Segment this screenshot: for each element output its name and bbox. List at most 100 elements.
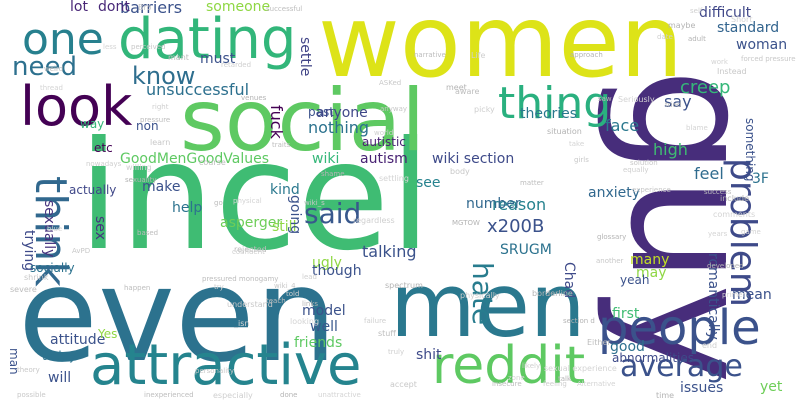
small-word-theory: theory — [17, 366, 40, 374]
small-word-thread: thread — [40, 84, 63, 92]
word-talking: talking — [362, 242, 417, 261]
small-word-situation: situation — [547, 127, 582, 136]
small-word-physical: physical — [233, 197, 262, 205]
word-srugm: SRUGM — [500, 242, 552, 258]
small-word-accept: accept — [390, 380, 417, 389]
small-word-unattractive: unattractive — [318, 391, 361, 399]
word-yet: yet — [760, 379, 783, 395]
small-word-traits: traits — [272, 141, 291, 149]
small-word-narrative: narrative — [414, 51, 446, 59]
word-help: help — [172, 200, 203, 216]
word-standard: standard — [717, 20, 780, 36]
small-word-success: success — [704, 188, 732, 196]
word-etc: etc — [94, 141, 113, 155]
small-word-date: date — [657, 33, 673, 41]
small-word-based: based — [137, 229, 159, 237]
small-word-learn: learn — [150, 138, 171, 147]
small-word-meet: meet — [446, 83, 467, 92]
word-may: may — [636, 265, 667, 281]
small-word-anyway: anyway — [380, 105, 408, 113]
small-word-equally: equally — [623, 166, 649, 174]
small-word-retarded: retarded — [221, 61, 252, 69]
small-word-wiki-4: wiki_4 — [274, 282, 296, 290]
small-word-pressure: pressure — [140, 116, 171, 124]
word-one: one — [22, 14, 104, 65]
small-word-done: done — [280, 391, 298, 399]
word-autism: autism — [360, 151, 408, 167]
word-lot: lot — [70, 0, 88, 15]
word-non: non — [136, 119, 159, 133]
small-word-saw: saw — [598, 95, 612, 103]
word-will: will — [48, 370, 72, 386]
word-abnormalities: abnormalities — [612, 351, 695, 365]
word-woman: woman — [736, 37, 788, 53]
word-someone: someone — [206, 0, 271, 15]
word-anxiety: anxiety — [588, 185, 641, 201]
small-word-either: Either — [587, 338, 611, 347]
small-word-shame: shame — [321, 170, 345, 178]
word-3f: 3F — [752, 171, 769, 187]
small-word-world: world — [374, 129, 394, 137]
word-friends: friends — [294, 335, 343, 351]
word-actually: actually — [69, 183, 117, 197]
word-yeah: yeah — [620, 273, 650, 287]
small-word-blame: blame — [686, 124, 708, 132]
small-word-physically: physically — [460, 291, 500, 300]
word-must: must — [200, 51, 236, 67]
small-word-picky: picky — [474, 105, 495, 114]
small-word-developed: developed — [707, 262, 744, 270]
small-word-severe: severe — [10, 285, 37, 294]
small-word-zone: zone — [508, 374, 525, 382]
word-anyone: anyone — [316, 105, 368, 121]
small-word-matter: matter — [520, 179, 544, 187]
small-word-girls: girls — [574, 156, 589, 164]
small-word-time: time — [656, 391, 675, 400]
word-mean: mean — [732, 287, 772, 303]
small-word-borderline: borderline — [532, 289, 573, 298]
small-word-spectrum: spectrum — [385, 281, 423, 290]
word-wiki: wiki — [312, 151, 340, 167]
small-word-instead: Instead — [717, 67, 747, 76]
small-word-possible: possible — [17, 391, 46, 399]
small-word-maybe: maybe — [668, 21, 696, 30]
word-first: first — [612, 306, 640, 322]
word-romantically: romantically — [705, 253, 721, 340]
word-say: say — [664, 92, 692, 111]
small-word-insecure: insecure — [492, 380, 522, 388]
word-see: see — [416, 175, 441, 191]
word-still: still — [272, 219, 297, 235]
small-word-tried: tried — [665, 101, 682, 109]
small-word-primer: primer — [722, 291, 746, 299]
small-word-pressured-monogamy: pressured monogamy — [202, 275, 279, 283]
small-word-adult: adult — [688, 35, 706, 43]
word-difficult: difficult — [699, 5, 752, 21]
word-think: think — [25, 176, 76, 287]
small-word-lead: lead — [302, 273, 317, 281]
word-kind: kind — [270, 182, 300, 198]
small-word-work: work — [711, 58, 728, 66]
small-word-short: Short — [731, 15, 753, 24]
small-word-section-d: section d — [563, 317, 595, 325]
small-word-avpd: AvPD — [72, 247, 91, 255]
word-issues: issues — [680, 380, 724, 396]
word-goodmengoodvalues: GoodMenGoodValues — [120, 151, 270, 167]
small-word-experience: experience — [632, 186, 671, 194]
small-word-aware: aware — [455, 87, 480, 96]
word-good: good — [610, 339, 645, 355]
word-men: men — [390, 254, 586, 357]
small-word-wiki-s: wiki_s — [304, 199, 325, 207]
small-word-stuff: stuff — [378, 329, 396, 338]
word-look: look — [20, 75, 133, 138]
small-word-teach: teach — [266, 297, 286, 305]
small-word-rejected: rejected — [234, 245, 267, 254]
word-fuck: fuck — [267, 105, 286, 139]
small-word-shrink: shrink — [24, 273, 49, 282]
small-word-personality: personality — [195, 367, 235, 375]
small-word-blue: blue — [47, 225, 63, 233]
small-word-failure: failure — [364, 317, 387, 325]
small-word-settling: settling — [379, 174, 409, 183]
small-word-sexuality: sexuality — [125, 176, 157, 184]
small-word-likely: likely — [522, 362, 541, 370]
word-make: make — [142, 179, 181, 195]
small-word-looking: looking — [290, 317, 320, 326]
